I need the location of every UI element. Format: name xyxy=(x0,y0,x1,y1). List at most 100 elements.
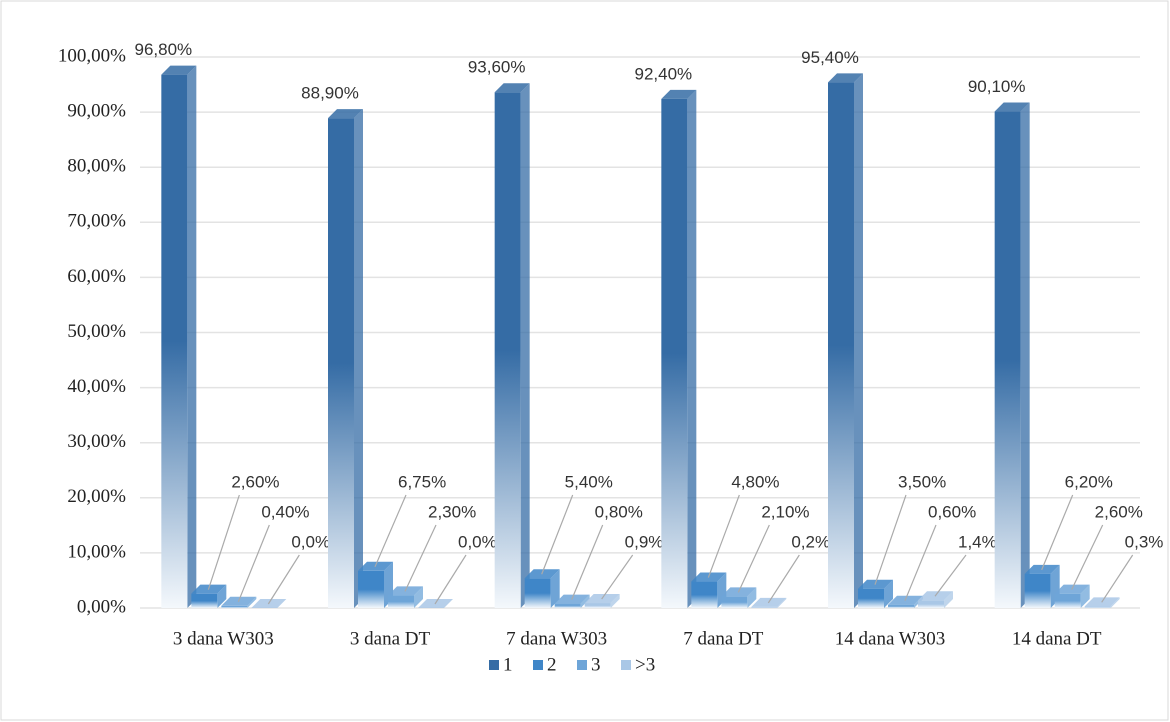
x-tick-label: 3 dana W303 xyxy=(173,628,274,649)
value-label: 4,80% xyxy=(731,472,779,491)
y-tick-label: 30,00% xyxy=(67,431,126,452)
bar-top xyxy=(661,89,697,99)
bar xyxy=(161,74,188,608)
bar xyxy=(828,82,854,608)
value-label: 2,30% xyxy=(428,502,476,521)
bar-side xyxy=(687,89,697,609)
y-tick-label: 60,00% xyxy=(67,266,126,287)
bar-side xyxy=(944,591,953,608)
bar xyxy=(554,603,581,608)
bar xyxy=(751,606,778,608)
value-label: 0,80% xyxy=(595,502,643,521)
bar xyxy=(994,111,1021,608)
leader-line xyxy=(767,554,800,604)
y-tick-label: 20,00% xyxy=(67,486,126,507)
bar-top xyxy=(994,102,1030,112)
value-label: 0,60% xyxy=(928,502,976,521)
leader-line xyxy=(374,494,407,568)
value-label: 3,50% xyxy=(898,472,946,491)
bar xyxy=(918,600,944,608)
y-tick-label: 70,00% xyxy=(67,211,126,232)
value-label: 2,60% xyxy=(1095,502,1143,521)
bar xyxy=(221,605,248,608)
value-label: 0,0% xyxy=(458,532,497,551)
bar xyxy=(328,118,354,608)
value-label: 0,2% xyxy=(791,532,830,551)
legend-label: >3 xyxy=(635,654,655,675)
bar-top xyxy=(494,83,530,93)
bar xyxy=(358,570,384,608)
y-tick-label: 0,00% xyxy=(77,596,126,617)
bar-side xyxy=(550,569,560,608)
bar-side xyxy=(1080,584,1090,608)
leader-line xyxy=(571,524,604,600)
legend-swatch xyxy=(621,660,631,670)
legend-label: 3 xyxy=(591,654,601,675)
bar xyxy=(661,98,688,608)
bar-side xyxy=(884,579,893,608)
bar-side xyxy=(247,596,257,608)
bar xyxy=(691,581,718,608)
leader-line xyxy=(874,494,907,585)
value-label: 5,40% xyxy=(565,472,613,491)
value-label: 2,10% xyxy=(761,502,809,521)
bar-top xyxy=(161,65,197,75)
leader-line xyxy=(1041,494,1074,571)
bar xyxy=(721,596,748,608)
value-label: 6,20% xyxy=(1065,472,1113,491)
bar-side xyxy=(217,584,227,608)
leader-line xyxy=(737,524,770,593)
value-label: 90,10% xyxy=(968,77,1026,96)
leader-line xyxy=(541,494,574,575)
y-tick-label: 10,00% xyxy=(67,541,126,562)
value-label: 0,40% xyxy=(261,502,309,521)
leader-line xyxy=(404,524,437,592)
y-tick-label: 80,00% xyxy=(67,156,126,177)
x-tick-label: 14 dana W303 xyxy=(835,628,945,649)
bar xyxy=(858,588,884,608)
value-label: 0,0% xyxy=(291,532,330,551)
y-tick-label: 40,00% xyxy=(67,376,126,397)
bar-side xyxy=(777,597,787,608)
x-tick-label: 7 dana W303 xyxy=(506,628,607,649)
leader-line xyxy=(1071,524,1104,590)
x-tick-label: 3 dana DT xyxy=(350,628,431,649)
value-label: 6,75% xyxy=(398,472,446,491)
y-tick-label: 50,00% xyxy=(67,321,126,342)
leader-line xyxy=(904,524,937,601)
value-label: 1,4% xyxy=(958,532,997,551)
bar-side xyxy=(580,594,590,608)
bar-top xyxy=(828,73,863,83)
value-label: 93,60% xyxy=(468,58,526,77)
leader-line xyxy=(237,524,270,603)
x-tick-label: 7 dana DT xyxy=(683,628,764,649)
x-tick-label: 14 dana DT xyxy=(1012,628,1102,649)
y-tick-label: 100,00% xyxy=(58,45,126,66)
bar-side xyxy=(354,109,363,608)
bar xyxy=(1084,606,1111,608)
bar-side xyxy=(1020,102,1030,608)
y-tick-label: 90,00% xyxy=(67,100,126,121)
bar xyxy=(494,92,521,609)
bar xyxy=(191,593,218,608)
legend-swatch xyxy=(577,660,587,670)
bar-side xyxy=(414,586,423,608)
bar-side xyxy=(747,587,757,608)
value-label: 96,80% xyxy=(134,40,192,59)
leader-line xyxy=(1101,554,1134,603)
leader-line xyxy=(267,554,300,605)
legend-swatch xyxy=(533,660,543,670)
legend-swatch xyxy=(489,660,499,670)
bar-side xyxy=(854,73,863,608)
bar xyxy=(584,603,611,608)
bar xyxy=(1024,573,1051,608)
bar-side xyxy=(520,83,530,609)
value-label: 92,40% xyxy=(634,64,692,83)
legend-label: 1 xyxy=(503,654,513,675)
bar xyxy=(888,604,914,608)
leader-line xyxy=(207,494,240,590)
value-label: 95,40% xyxy=(801,48,859,67)
leader-line xyxy=(434,554,467,605)
bar xyxy=(388,595,414,608)
